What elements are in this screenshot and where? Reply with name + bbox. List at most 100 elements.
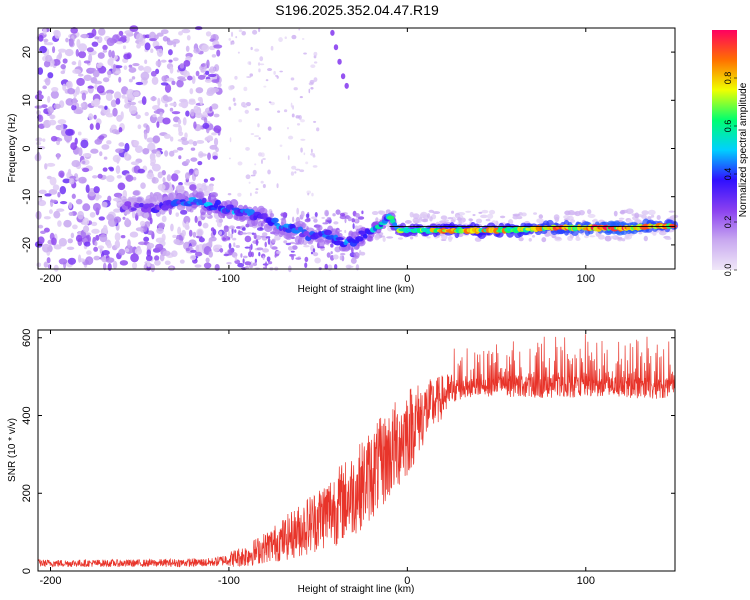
noise-blob <box>324 263 329 270</box>
noise-blob <box>265 236 271 239</box>
noise-blob <box>271 246 278 250</box>
noise-blob <box>68 201 73 209</box>
noise-blob <box>35 137 43 142</box>
figure-title: S196.2025.352.04.47.R19 <box>275 2 439 18</box>
noise-blob <box>77 254 82 263</box>
noise-blob <box>67 257 77 265</box>
noise-blob <box>179 63 185 69</box>
noise-blob <box>228 85 234 91</box>
noise-blob <box>274 234 281 241</box>
noise-blob <box>228 242 232 250</box>
noise-blob <box>233 102 237 106</box>
colorbar: 0.0 0.2 0.4 0.6 0.8 Normalized spectral ampl… <box>712 30 749 276</box>
noise-blob <box>641 210 649 216</box>
noise-blob <box>267 261 273 265</box>
noise-blob <box>164 150 169 157</box>
noise-blob <box>78 176 87 184</box>
noise-blob <box>457 216 462 222</box>
noise-blob <box>97 245 105 250</box>
noise-blob <box>168 49 173 56</box>
noise-blob <box>91 228 100 234</box>
noise-blob <box>93 246 99 252</box>
noise-blob <box>313 218 318 223</box>
noise-blob <box>307 192 310 196</box>
noise-blob <box>162 117 171 125</box>
noise-blob <box>223 226 229 233</box>
noise-blob <box>97 105 105 109</box>
noise-blob <box>205 31 212 37</box>
noise-blob <box>85 184 90 193</box>
noise-blob <box>252 262 258 267</box>
noise-blob <box>643 235 648 242</box>
noise-blob <box>166 77 175 82</box>
noise-blob <box>515 215 523 220</box>
ridge-core <box>271 217 279 224</box>
noise-blob <box>254 108 260 111</box>
noise-blob <box>153 110 161 114</box>
noise-blob <box>60 70 66 75</box>
noise-blob <box>171 250 178 257</box>
noise-blob <box>143 236 150 242</box>
noise-blob <box>226 261 232 265</box>
noise-blob <box>310 153 316 156</box>
noise-blob <box>132 91 140 97</box>
noise-blob <box>160 59 167 63</box>
noise-blob <box>248 181 251 184</box>
noise-blob <box>255 239 259 246</box>
noise-blob <box>105 257 115 263</box>
noise-blob <box>195 112 203 119</box>
noise-blob <box>143 212 149 219</box>
noise-blob <box>95 122 101 130</box>
noise-blob <box>107 58 114 66</box>
noise-blob <box>371 211 379 216</box>
noise-blob <box>73 109 83 115</box>
ridge-halo <box>157 194 163 202</box>
noise-blob <box>123 151 129 160</box>
x-tick-label: 100 <box>577 273 595 285</box>
noise-blob <box>57 137 63 142</box>
noise-blob <box>132 190 140 196</box>
noise-blob <box>101 144 110 150</box>
noise-blob <box>240 253 243 258</box>
noise-blob <box>88 53 93 63</box>
noise-blob <box>228 225 235 230</box>
noise-blob <box>238 29 243 33</box>
noise-blob <box>102 49 108 53</box>
noise-blob <box>58 258 68 265</box>
noise-blob <box>194 251 203 257</box>
noise-blob <box>617 236 623 240</box>
noise-blob <box>56 153 60 160</box>
noise-blob <box>290 171 295 176</box>
noise-blob <box>386 236 394 239</box>
noise-blob <box>264 241 267 248</box>
noise-blob <box>211 54 217 58</box>
ridge-core <box>148 203 155 208</box>
noise-blob <box>56 208 65 212</box>
noise-blob <box>37 236 45 245</box>
noise-blob <box>250 133 255 135</box>
noise-blob <box>184 172 190 180</box>
noise-blob <box>326 219 330 223</box>
noise-blob <box>196 139 205 144</box>
noise-blob <box>53 264 59 272</box>
noise-blob <box>354 225 359 230</box>
noise-blob <box>75 86 80 95</box>
noise-blob <box>34 105 43 109</box>
noise-blob <box>355 213 360 218</box>
x-tick-label: -100 <box>218 575 240 587</box>
noise-blob <box>36 262 42 268</box>
noise-blob <box>41 244 50 248</box>
colorbar-label: Normalized spectral amplitude <box>738 82 749 217</box>
noise-blob <box>87 85 94 89</box>
noise-blob <box>121 94 126 99</box>
noise-blob <box>234 229 237 233</box>
noise-blob <box>147 260 151 268</box>
noise-blob <box>144 111 149 117</box>
noise-blob <box>94 138 103 145</box>
ridge-core <box>229 204 234 209</box>
noise-blob <box>536 218 544 224</box>
noise-blob <box>273 70 276 75</box>
noise-blob <box>237 192 242 197</box>
